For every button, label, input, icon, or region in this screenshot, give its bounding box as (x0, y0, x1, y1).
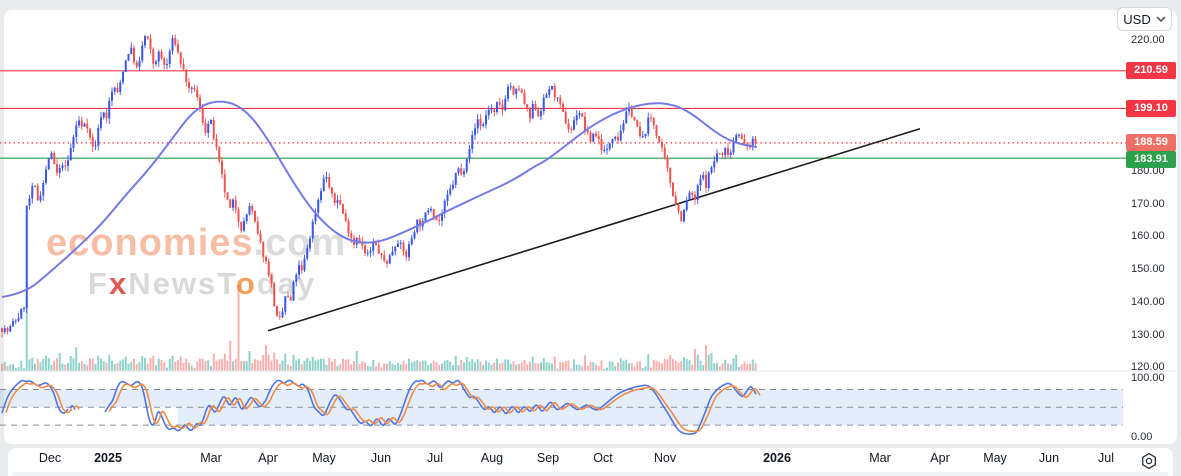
chart-card (4, 10, 1177, 444)
time-axis-label: Apr (258, 451, 278, 465)
time-axis-label: Jun (370, 451, 392, 465)
time-axis-label: 2025 (94, 451, 122, 465)
price-level-badge: 183.91 (1126, 151, 1176, 168)
price-axis[interactable]: 220.00 180.00 170.00 160.00 150.00 140.00 130.… (1126, 10, 1177, 444)
settings-icon[interactable] (1140, 452, 1158, 470)
price-tick-label: 220.00 (1131, 34, 1165, 46)
time-axis-label: May (983, 451, 1007, 465)
currency-label: USD (1123, 11, 1151, 27)
time-axis-label: Jun (1038, 451, 1060, 465)
time-axis-label: Sep (536, 451, 560, 465)
price-tick-label: 150.00 (1131, 263, 1165, 276)
chevron-down-icon (1156, 16, 1166, 22)
price-tick-label: 100.00 (1131, 371, 1165, 384)
time-axis-label: 2026 (763, 451, 791, 465)
time-axis-strip (8, 448, 1173, 476)
price-tick-label: 0.00 (1131, 431, 1153, 443)
time-axis-label: Jul (1098, 451, 1114, 465)
currency-select-button[interactable]: USD (1117, 7, 1172, 31)
price-tick-label: 160.00 (1131, 230, 1165, 243)
time-axis-label: Aug (480, 451, 504, 465)
price-level-badge: 199.10 (1126, 99, 1176, 117)
time-axis-label: May (312, 451, 336, 465)
price-tick-label: 120.00 (1131, 361, 1165, 374)
time-axis-label: Mar (869, 451, 891, 465)
time-axis-label: Dec (38, 451, 62, 465)
price-tick-label: 130.00 (1131, 328, 1165, 341)
price-tick-label: 170.00 (1131, 197, 1165, 210)
time-axis-label: Nov (653, 451, 677, 465)
time-axis[interactable]: Dec 2025 Mar Apr May Jun Jul Aug Sep Oct Nov 2026 Ma… (8, 448, 1173, 476)
time-axis-label: Jul (427, 451, 443, 465)
price-level-badge: 210.59 (1126, 62, 1176, 80)
time-axis-label: Oct (593, 451, 613, 465)
bottom-panel-edge (12, 472, 1169, 476)
price-tick-label: 140.00 (1131, 295, 1165, 308)
time-axis-label: Mar (200, 451, 222, 465)
time-axis-label: Apr (930, 451, 950, 465)
price-level-badge: 188.59 (1126, 134, 1176, 151)
